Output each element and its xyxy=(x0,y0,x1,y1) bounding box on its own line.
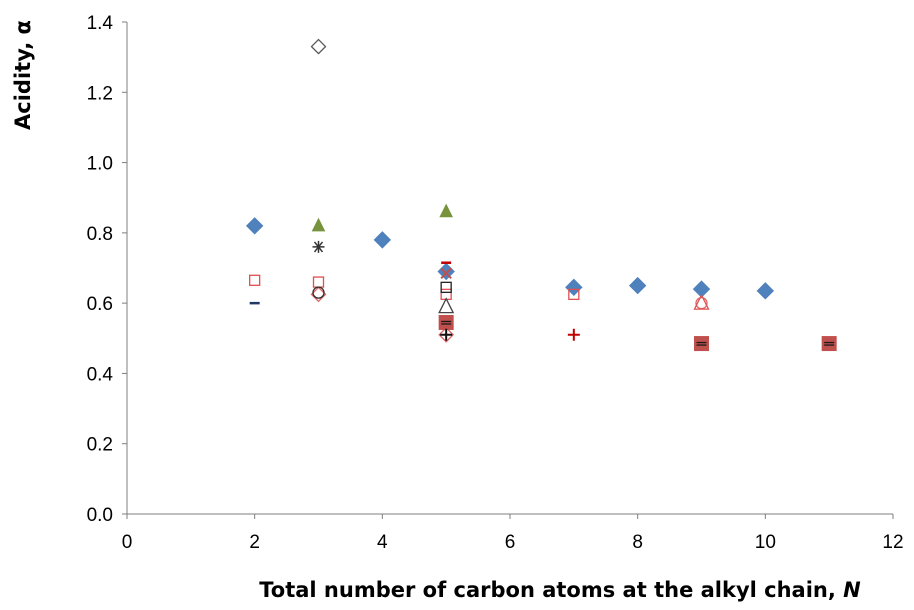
data-points xyxy=(245,38,837,352)
data-point xyxy=(310,38,327,55)
x-axis-title: Total number of carbon atoms at the alky… xyxy=(259,578,861,602)
x-tick-label: 12 xyxy=(882,532,903,553)
data-point xyxy=(312,286,325,299)
x-tick-label: 8 xyxy=(632,532,643,553)
data-point xyxy=(438,314,454,330)
data-point xyxy=(439,203,453,218)
y-tick-label: 0.2 xyxy=(87,435,113,456)
data-point xyxy=(438,326,455,343)
x-tick-label: 0 xyxy=(122,532,133,553)
data-point xyxy=(440,267,452,279)
x-axis-title-text: Total number of carbon atoms at the alky… xyxy=(259,578,843,602)
data-point xyxy=(756,282,775,300)
data-point xyxy=(821,336,837,352)
data-point xyxy=(694,336,709,352)
data-point xyxy=(693,293,710,310)
data-point xyxy=(310,286,327,303)
chart-axes xyxy=(122,21,894,519)
data-point xyxy=(628,276,647,295)
data-point xyxy=(311,217,326,232)
y-tick-label: 1.2 xyxy=(87,83,113,104)
y-axis-title: Acidity, α xyxy=(11,20,35,130)
data-point xyxy=(373,231,392,249)
data-point xyxy=(245,217,264,235)
data-point xyxy=(249,274,261,286)
y-tick-label: 1.4 xyxy=(87,13,114,34)
data-point xyxy=(312,276,325,288)
y-tick-label: 0.4 xyxy=(87,364,114,385)
tick-labels: 0.0 0.2 0.4 0.6 0.8 1.0 1.2 1.4 0 2 4 6 8 10 12 xyxy=(87,13,904,553)
data-point xyxy=(440,328,453,341)
y-tick-label: 0.8 xyxy=(87,224,113,245)
data-point xyxy=(438,297,455,314)
y-tick-label: 1.0 xyxy=(87,154,113,175)
x-tick-label: 4 xyxy=(377,532,388,553)
x-axis-title-italic: N xyxy=(843,578,861,602)
data-point xyxy=(568,288,580,301)
data-point xyxy=(312,240,325,253)
data-point xyxy=(567,328,580,341)
y-tick-label: 0.6 xyxy=(87,294,113,315)
x-tick-label: 6 xyxy=(505,532,516,553)
x-tick-label: 2 xyxy=(249,532,260,553)
data-point xyxy=(565,278,583,297)
y-tick-label: 0.0 xyxy=(87,505,113,526)
data-point xyxy=(437,262,455,281)
data-point xyxy=(440,281,452,293)
x-tick-label: 10 xyxy=(755,532,776,553)
